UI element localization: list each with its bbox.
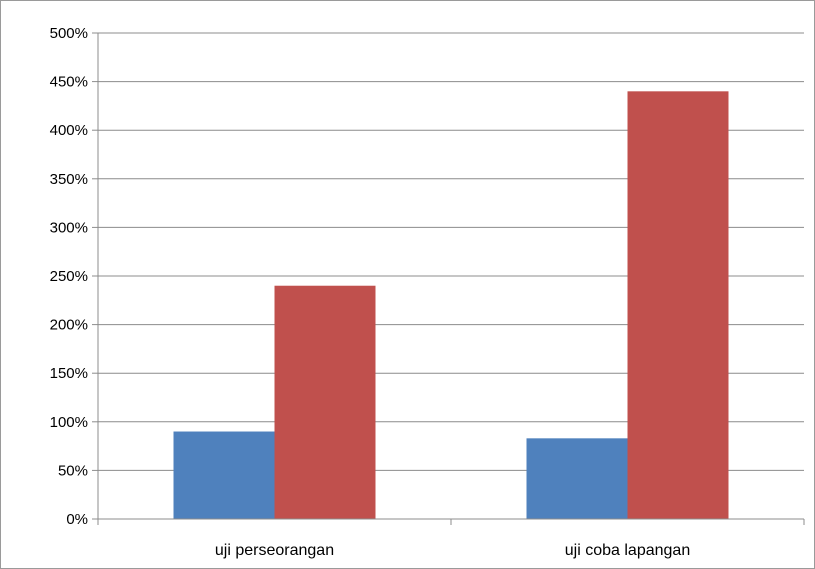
x-category-label: uji perseorangan xyxy=(215,542,334,559)
bar-1-2 xyxy=(526,438,628,519)
bar-2-1 xyxy=(274,285,376,519)
y-tick-label: 450% xyxy=(50,74,88,91)
y-tick-label: 100% xyxy=(50,414,88,431)
axes xyxy=(92,32,805,525)
y-tick-label: 300% xyxy=(50,219,88,236)
y-tick-label: 0% xyxy=(66,511,88,528)
labels: 0% 50% 100% 150% 200% 250% 300% 350% 400% 450% 500… xyxy=(50,25,691,559)
y-tick-label: 250% xyxy=(50,268,88,285)
x-category-label: uji coba lapangan xyxy=(565,542,690,559)
bars xyxy=(173,91,729,519)
y-tick-label: 150% xyxy=(50,365,88,382)
bar-1-1 xyxy=(173,431,275,519)
gridlines xyxy=(98,32,804,471)
y-tick-label: 400% xyxy=(50,122,88,139)
y-tick-label: 50% xyxy=(58,462,88,479)
y-tick-label: 200% xyxy=(50,317,88,334)
bar-2-2 xyxy=(627,91,729,519)
y-tick-label: 350% xyxy=(50,171,88,188)
y-tick-label: 500% xyxy=(50,25,88,42)
